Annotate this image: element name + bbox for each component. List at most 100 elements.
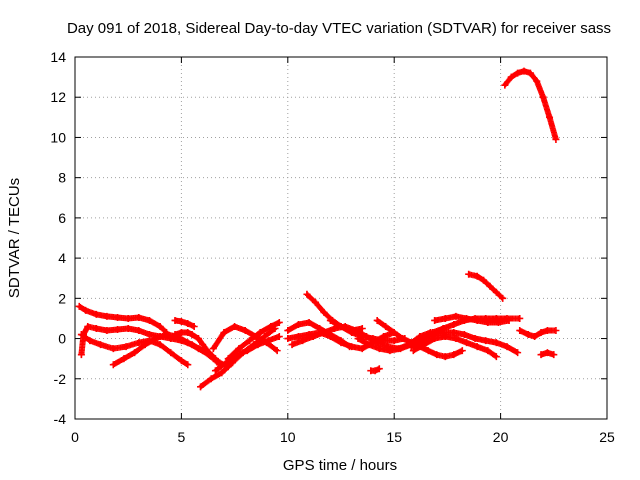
y-tick-label: 2	[58, 290, 66, 306]
y-axis-label: SDTVAR / TECUs	[6, 178, 23, 298]
data-point-trail	[498, 294, 505, 301]
series-track-22	[431, 312, 513, 326]
data-point	[501, 81, 509, 89]
data-point	[331, 325, 339, 332]
data-point	[77, 331, 85, 339]
data-point	[409, 347, 417, 355]
data-point	[275, 333, 283, 341]
data-point	[77, 351, 85, 359]
y-tick-label: 4	[58, 250, 66, 266]
data-point	[358, 345, 366, 353]
data-point	[524, 331, 532, 339]
data-point	[380, 337, 388, 345]
data-point	[480, 276, 488, 284]
data-point	[492, 339, 500, 347]
data-point	[267, 322, 275, 330]
data-series	[75, 67, 560, 391]
data-point	[533, 77, 541, 85]
data-point	[473, 316, 481, 324]
data-point-trail	[211, 354, 218, 361]
data-point	[320, 329, 328, 337]
data-point	[156, 322, 164, 330]
data-point	[184, 329, 192, 337]
x-tick-label: 25	[599, 429, 615, 445]
data-point	[546, 113, 554, 121]
data-point	[431, 316, 439, 324]
data-point	[514, 349, 522, 357]
data-point	[514, 69, 522, 77]
data-point	[92, 310, 100, 318]
data-point	[211, 367, 219, 375]
y-tick-label: 12	[50, 89, 66, 105]
data-point	[218, 369, 226, 377]
data-point	[420, 341, 428, 349]
series-track-10	[211, 333, 283, 375]
series-track-26	[537, 349, 558, 359]
data-point	[382, 322, 390, 330]
series-track-21	[429, 329, 522, 357]
data-point	[184, 319, 192, 327]
x-tick-label: 0	[71, 429, 79, 445]
series-track-18	[367, 365, 383, 375]
data-point	[320, 308, 328, 316]
data-point	[537, 329, 545, 337]
data-point	[460, 331, 468, 339]
data-point	[184, 339, 192, 347]
data-point	[424, 347, 432, 355]
data-point	[145, 331, 153, 339]
data-point	[109, 361, 117, 369]
data-point	[124, 314, 132, 322]
data-point	[156, 341, 164, 349]
x-tick-label: 20	[493, 429, 509, 445]
data-point	[390, 337, 398, 345]
data-point	[537, 351, 545, 359]
data-point	[152, 335, 160, 343]
data-point	[103, 312, 111, 320]
data-point	[373, 316, 381, 324]
series-track-25	[516, 327, 560, 341]
data-point	[358, 325, 366, 332]
data-point	[494, 318, 502, 326]
data-point	[82, 306, 90, 314]
data-point	[211, 355, 219, 363]
data-point	[92, 325, 100, 332]
data-point	[305, 318, 313, 326]
series-track-17	[373, 316, 466, 361]
data-point	[354, 335, 362, 343]
data-point	[371, 367, 379, 375]
data-point	[450, 329, 458, 337]
data-point	[550, 351, 558, 359]
data-point	[288, 341, 296, 349]
series-track-01	[75, 302, 171, 337]
data-point	[241, 327, 249, 335]
data-point	[458, 347, 466, 355]
data-point	[369, 335, 377, 343]
data-point-trail	[272, 346, 279, 353]
data-point	[505, 316, 513, 324]
data-point	[507, 73, 515, 81]
data-point	[75, 302, 83, 310]
chart-title: Day 091 of 2018, Sidereal Day-to-day VTE…	[67, 20, 611, 37]
data-point	[492, 353, 500, 361]
data-point	[97, 341, 105, 349]
data-point	[265, 337, 273, 345]
data-point	[299, 337, 307, 345]
data-point	[86, 337, 94, 345]
data-point	[552, 327, 560, 335]
data-point	[131, 349, 139, 357]
data-point	[145, 316, 153, 324]
data-point	[520, 67, 528, 75]
y-tick-label: 6	[58, 210, 66, 226]
series-track-24	[501, 67, 560, 143]
data-point	[135, 339, 143, 347]
y-tick-label: -4	[54, 411, 67, 427]
data-point	[439, 329, 447, 337]
data-point	[135, 327, 143, 335]
series-track-06	[171, 316, 198, 330]
data-point	[441, 314, 449, 322]
data-point	[397, 345, 405, 353]
data-point	[348, 343, 356, 351]
data-point	[433, 351, 441, 359]
